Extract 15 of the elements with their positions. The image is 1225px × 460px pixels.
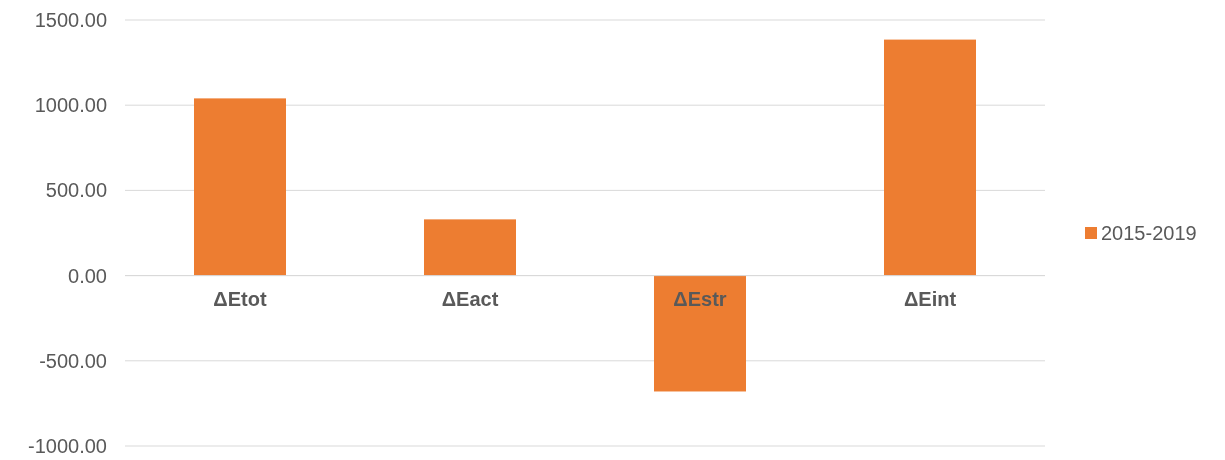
x-tick-label: ΔEint (903, 287, 957, 310)
bar (424, 219, 516, 276)
y-tick-label: 1000.00 (34, 94, 107, 117)
x-tick-label: ΔEstr (673, 287, 727, 310)
bar (654, 275, 746, 392)
y-tick-label: 500.00 (45, 179, 107, 202)
bar (884, 39, 976, 276)
x-tick-label: ΔEact (441, 287, 499, 310)
x-tick-label: ΔEtot (213, 287, 267, 310)
y-tick-label: -1000.00 (28, 435, 107, 457)
legend-label: 2015-2019 (1101, 222, 1197, 244)
y-tick-label: 0.00 (68, 264, 107, 287)
bar (194, 98, 286, 276)
y-tick-label: 1500.00 (34, 9, 107, 31)
y-tick-label: -500.00 (39, 349, 107, 372)
